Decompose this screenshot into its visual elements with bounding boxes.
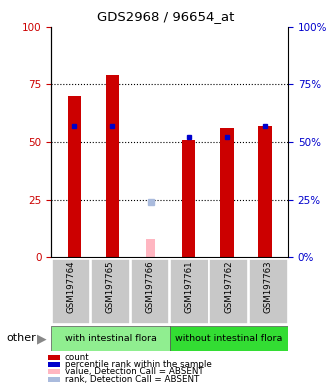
- Bar: [210, 259, 248, 324]
- Text: value, Detection Call = ABSENT: value, Detection Call = ABSENT: [65, 367, 204, 376]
- Bar: [48, 362, 61, 367]
- Text: rank, Detection Call = ABSENT: rank, Detection Call = ABSENT: [65, 375, 199, 384]
- Text: percentile rank within the sample: percentile rank within the sample: [65, 360, 212, 369]
- Bar: [48, 377, 61, 382]
- Text: without intestinal flora: without intestinal flora: [175, 334, 282, 343]
- Bar: [259, 126, 272, 257]
- Text: GSM197765: GSM197765: [106, 260, 115, 313]
- Text: GDS2968 / 96654_at: GDS2968 / 96654_at: [97, 10, 234, 23]
- Bar: [91, 259, 130, 324]
- Text: ▶: ▶: [36, 332, 46, 345]
- Bar: [68, 96, 81, 257]
- Text: count: count: [65, 353, 89, 362]
- Bar: [182, 140, 195, 257]
- Text: GSM197763: GSM197763: [264, 260, 273, 313]
- Bar: [48, 355, 61, 361]
- Bar: [146, 239, 155, 257]
- Text: GSM197761: GSM197761: [185, 260, 194, 313]
- Text: with intestinal flora: with intestinal flora: [65, 334, 157, 343]
- Bar: [106, 75, 119, 257]
- Bar: [52, 259, 90, 324]
- Bar: [130, 259, 169, 324]
- Bar: [48, 369, 61, 374]
- Text: GSM197766: GSM197766: [145, 260, 155, 313]
- Bar: [169, 326, 288, 351]
- Bar: [51, 326, 169, 351]
- Text: GSM197762: GSM197762: [224, 260, 233, 313]
- Bar: [170, 259, 209, 324]
- Bar: [220, 128, 234, 257]
- Text: other: other: [7, 333, 36, 344]
- Bar: [249, 259, 288, 324]
- Text: GSM197764: GSM197764: [67, 260, 75, 313]
